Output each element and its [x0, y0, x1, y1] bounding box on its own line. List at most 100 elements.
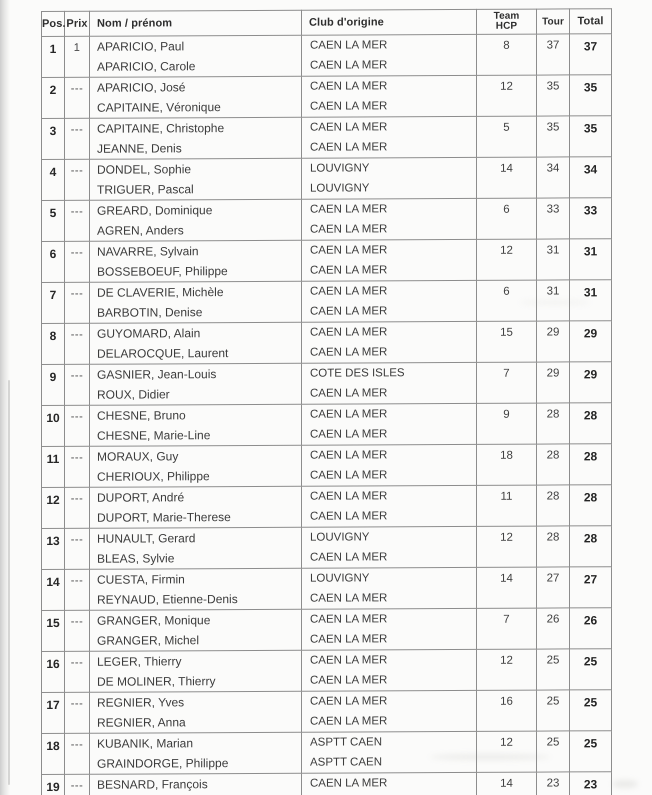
tour-cell: 33 — [536, 197, 570, 240]
scan-edge-shadow — [0, 0, 10, 795]
header-tour: Tour — [536, 8, 570, 35]
player2-club: CAEN LA MER — [310, 469, 388, 482]
table-row: 13 --- HUNAULT, Gerard BLEAS, Sylvie LOU… — [41, 525, 612, 570]
team-hcp-cell: 15 — [476, 321, 537, 363]
total-cell: 34 — [569, 156, 612, 198]
player1-club: CAEN LA MER — [310, 777, 388, 790]
team-hcp-cell: 7 — [476, 608, 537, 650]
player2-name: APARICIO, Carole — [97, 59, 196, 74]
player2-name: GRANGER, Michel — [97, 633, 200, 648]
header-total: Total — [569, 8, 612, 34]
table-row: 11 --- MORAUX, Guy CHERIOUX, Philippe CA… — [41, 443, 612, 488]
names-cell: NAVARRE, Sylvain BOSSEBOEUF, Philippe — [89, 240, 302, 283]
player2-name: CAPITAINE, Véronique — [97, 100, 221, 115]
table-row: 7 --- DE CLAVERIE, Michèle BARBOTIN, Den… — [41, 279, 612, 324]
pos-cell: 15 — [41, 610, 65, 652]
total-cell: 31 — [569, 279, 612, 321]
names-cell: CAPITAINE, Christophe JEANNE, Denis — [89, 117, 302, 160]
table-row: 15 --- GRANGER, Monique GRANGER, Michel … — [41, 607, 612, 652]
prix-cell: --- — [64, 405, 90, 447]
player1-club: CAEN LA MER — [310, 80, 388, 93]
tour-cell: 25 — [536, 730, 570, 773]
player1-club: CAEN LA MER — [310, 613, 388, 626]
player1-club: CAEN LA MER — [310, 654, 388, 667]
player2-club: CAEN LA MER — [310, 346, 388, 359]
player1-club: LOUVIGNY — [310, 531, 370, 544]
scan-smudge — [520, 300, 590, 305]
team-hcp-cell: 14 — [476, 567, 537, 609]
clubs-cell: CAEN LA MER CAEN LA MER — [301, 34, 477, 77]
header-team-hcp-line2: HCP — [495, 20, 518, 32]
results-table-wrap: Pos. Prix Nom / prénom Club d'origine Te… — [41, 8, 612, 795]
player1-name: CAPITAINE, Christophe — [97, 121, 225, 136]
clubs-cell: CAEN LA MER CAEN LA MER — [301, 321, 477, 364]
player1-club: CAEN LA MER — [310, 244, 388, 257]
team-hcp-cell: 12 — [476, 75, 537, 117]
tour-cell: 23 — [536, 771, 570, 795]
prix-cell: --- — [64, 200, 90, 242]
player1-club: CAEN LA MER — [310, 39, 388, 52]
player2-club: CAEN LA MER — [310, 223, 388, 236]
player2-club: CAEN LA MER — [310, 100, 388, 113]
player1-club: LOUVIGNY — [310, 162, 370, 175]
player1-name: GREARD, Dominique — [97, 203, 213, 218]
prix-cell: --- — [64, 364, 90, 406]
prix-cell: --- — [64, 651, 90, 693]
team-hcp-cell: 14 — [476, 772, 537, 795]
table-row: 14 --- CUESTA, Firmin REYNAUD, Etienne-D… — [41, 566, 612, 611]
tour-cell: 27 — [536, 566, 570, 609]
team-hcp-cell: 6 — [476, 198, 537, 240]
player1-club: CAEN LA MER — [310, 326, 388, 339]
pos-cell: 17 — [41, 692, 65, 734]
prix-cell: --- — [64, 446, 90, 488]
total-cell: 28 — [569, 484, 612, 526]
table-row: 1 1 APARICIO, Paul APARICIO, Carole CAEN… — [41, 33, 612, 78]
player1-name: KUBANIK, Marian — [97, 736, 194, 751]
player2-name: GRAINDORGE, Philippe — [97, 756, 229, 771]
table-row: 5 --- GREARD, Dominique AGREN, Anders CA… — [41, 197, 612, 242]
player2-name: BLEAS, Sylvie — [97, 551, 175, 566]
tour-cell: 25 — [536, 648, 570, 691]
total-cell: 27 — [569, 566, 612, 608]
prix-cell: --- — [64, 282, 90, 324]
player1-name: GRANGER, Monique — [97, 613, 211, 628]
player2-name: ROUX, Didier — [97, 387, 170, 402]
player1-club: CAEN LA MER — [310, 490, 388, 503]
clubs-cell: CAEN LA MER CAEN LA MER — [301, 485, 477, 528]
pos-cell: 4 — [41, 159, 65, 201]
tour-cell: 37 — [536, 33, 570, 76]
prix-cell: --- — [64, 692, 90, 734]
tour-cell: 34 — [536, 156, 570, 199]
team-hcp-cell: 12 — [476, 526, 537, 568]
total-cell: 29 — [569, 361, 612, 403]
team-hcp-cell: 5 — [476, 116, 537, 158]
pos-cell: 9 — [41, 364, 65, 406]
names-cell: KUBANIK, Marian GRAINDORGE, Philippe — [89, 732, 302, 775]
total-cell: 25 — [569, 730, 612, 772]
tour-cell: 29 — [536, 361, 570, 404]
clubs-cell: CAEN LA MER — [301, 772, 477, 795]
pos-cell: 6 — [41, 241, 65, 283]
table-row: 2 --- APARICIO, José CAPITAINE, Véroniqu… — [41, 74, 612, 119]
player1-club: CAEN LA MER — [310, 449, 388, 462]
team-hcp-cell: 7 — [476, 362, 537, 404]
header-row: Pos. Prix Nom / prénom Club d'origine Te… — [41, 8, 612, 37]
player2-club: CAEN LA MER — [310, 633, 388, 646]
team-hcp-cell: 8 — [476, 34, 537, 76]
clubs-cell: CAEN LA MER CAEN LA MER — [301, 239, 477, 282]
team-hcp-cell: 18 — [476, 444, 537, 486]
player2-name: REGNIER, Anna — [97, 715, 186, 730]
total-cell: 37 — [569, 33, 612, 75]
player2-club: CAEN LA MER — [310, 264, 388, 277]
tour-cell: 31 — [536, 238, 570, 281]
scan-smudge — [430, 754, 550, 760]
player1-name: LEGER, Thierry — [97, 654, 182, 669]
pos-cell: 19 — [41, 774, 65, 795]
header-club: Club d'origine — [301, 9, 477, 36]
names-cell: HUNAULT, Gerard BLEAS, Sylvie — [89, 527, 302, 570]
player1-club: CAEN LA MER — [310, 121, 388, 134]
names-cell: GREARD, Dominique AGREN, Anders — [89, 199, 302, 242]
names-cell: GRANGER, Monique GRANGER, Michel — [89, 609, 302, 652]
pos-cell: 2 — [41, 77, 65, 119]
player2-club: ASPTT CAEN — [310, 756, 382, 769]
